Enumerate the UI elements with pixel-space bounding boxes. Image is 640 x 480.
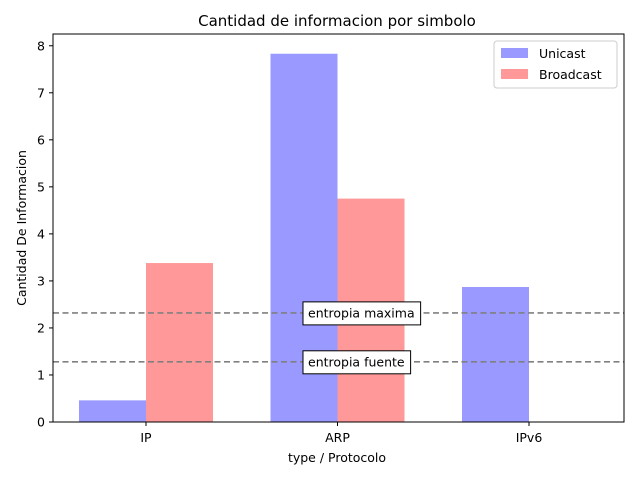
y-tick-label-6: 6 bbox=[37, 132, 45, 147]
chart-title: Cantidad de informacion por simbolo bbox=[198, 12, 476, 30]
y-tick-label-8: 8 bbox=[37, 38, 45, 53]
legend-swatch-unicast bbox=[501, 48, 528, 58]
y-tick-label-1: 1 bbox=[37, 367, 45, 382]
x-tick-label-ipv6: IPv6 bbox=[516, 430, 543, 445]
legend-label-unicast: Unicast bbox=[539, 46, 586, 61]
bar-unicast-ipv6 bbox=[462, 287, 529, 422]
reference-line-label-box-2 bbox=[302, 350, 412, 375]
plot-frame bbox=[52, 33, 625, 423]
reference-lines-layer: entropia maxima entropia fuente bbox=[53, 301, 624, 375]
reference-line-label-1: entropia maxima bbox=[308, 305, 415, 320]
bar-unicast-ip bbox=[79, 400, 146, 422]
y-axis-label: Cantidad De Informacion bbox=[14, 150, 29, 306]
reference-line-label-box-1 bbox=[302, 301, 422, 326]
y-tick-label-5: 5 bbox=[37, 179, 45, 194]
y-tick-label-2: 2 bbox=[37, 320, 45, 335]
reference-line-label-2: entropia fuente bbox=[308, 354, 405, 369]
legend-swatch-broadcast bbox=[501, 69, 528, 79]
legend: Unicast Broadcast bbox=[493, 40, 618, 89]
x-tick-label-arp: ARP bbox=[325, 430, 350, 445]
legend-label-broadcast: Broadcast bbox=[539, 67, 602, 82]
y-tick-label-3: 3 bbox=[37, 273, 45, 288]
y-tick-label-7: 7 bbox=[37, 85, 45, 100]
x-tick-label-ip: IP bbox=[140, 430, 152, 445]
y-tick-label-4: 4 bbox=[37, 226, 45, 241]
x-axis-label: type / Protocolo bbox=[288, 450, 386, 465]
axes-layer: 0 1 2 3 4 5 6 7 8 IP ARP IPv6 bbox=[37, 33, 625, 445]
y-tick-label-0: 0 bbox=[37, 415, 45, 430]
bar-broadcast-ip bbox=[146, 263, 213, 422]
